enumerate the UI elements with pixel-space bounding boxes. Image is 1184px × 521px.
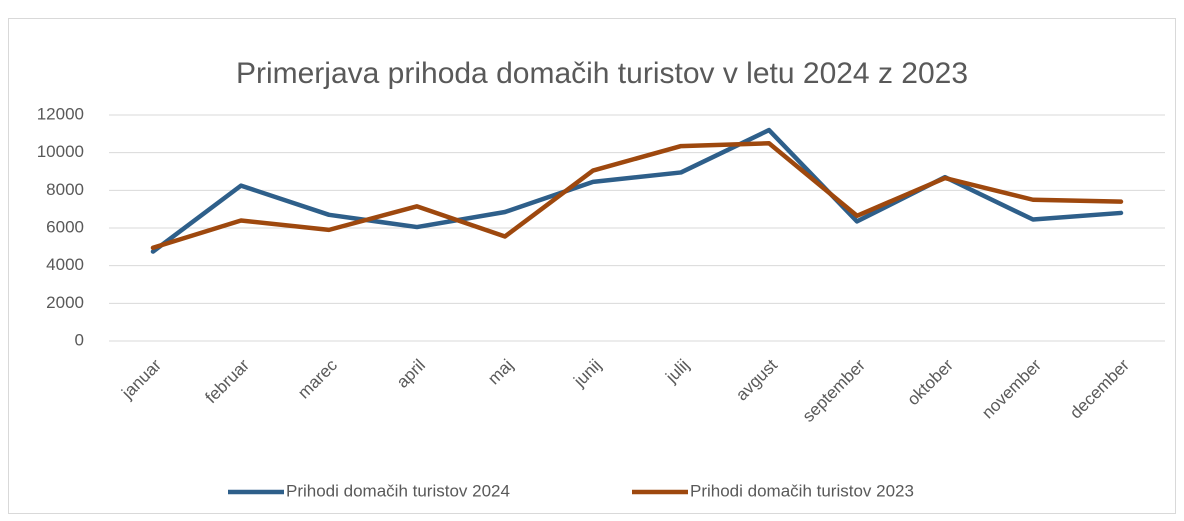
legend-label: Prihodi domačih turistov 2023 bbox=[690, 481, 914, 500]
series-line bbox=[150, 127, 1124, 254]
y-tick-label: 12000 bbox=[37, 104, 84, 123]
y-tick-label: 10000 bbox=[37, 142, 84, 161]
y-tick-label: 2000 bbox=[46, 293, 84, 312]
legend-label: Prihodi domačih turistov 2024 bbox=[286, 481, 510, 500]
y-tick-label: 6000 bbox=[46, 217, 84, 236]
y-tick-label: 0 bbox=[75, 330, 84, 349]
y-tick-label: 8000 bbox=[46, 180, 84, 199]
y-tick-label: 4000 bbox=[46, 255, 84, 274]
chart-title: Primerjava prihoda domačih turistov v le… bbox=[236, 57, 968, 90]
series-line bbox=[150, 141, 1124, 251]
